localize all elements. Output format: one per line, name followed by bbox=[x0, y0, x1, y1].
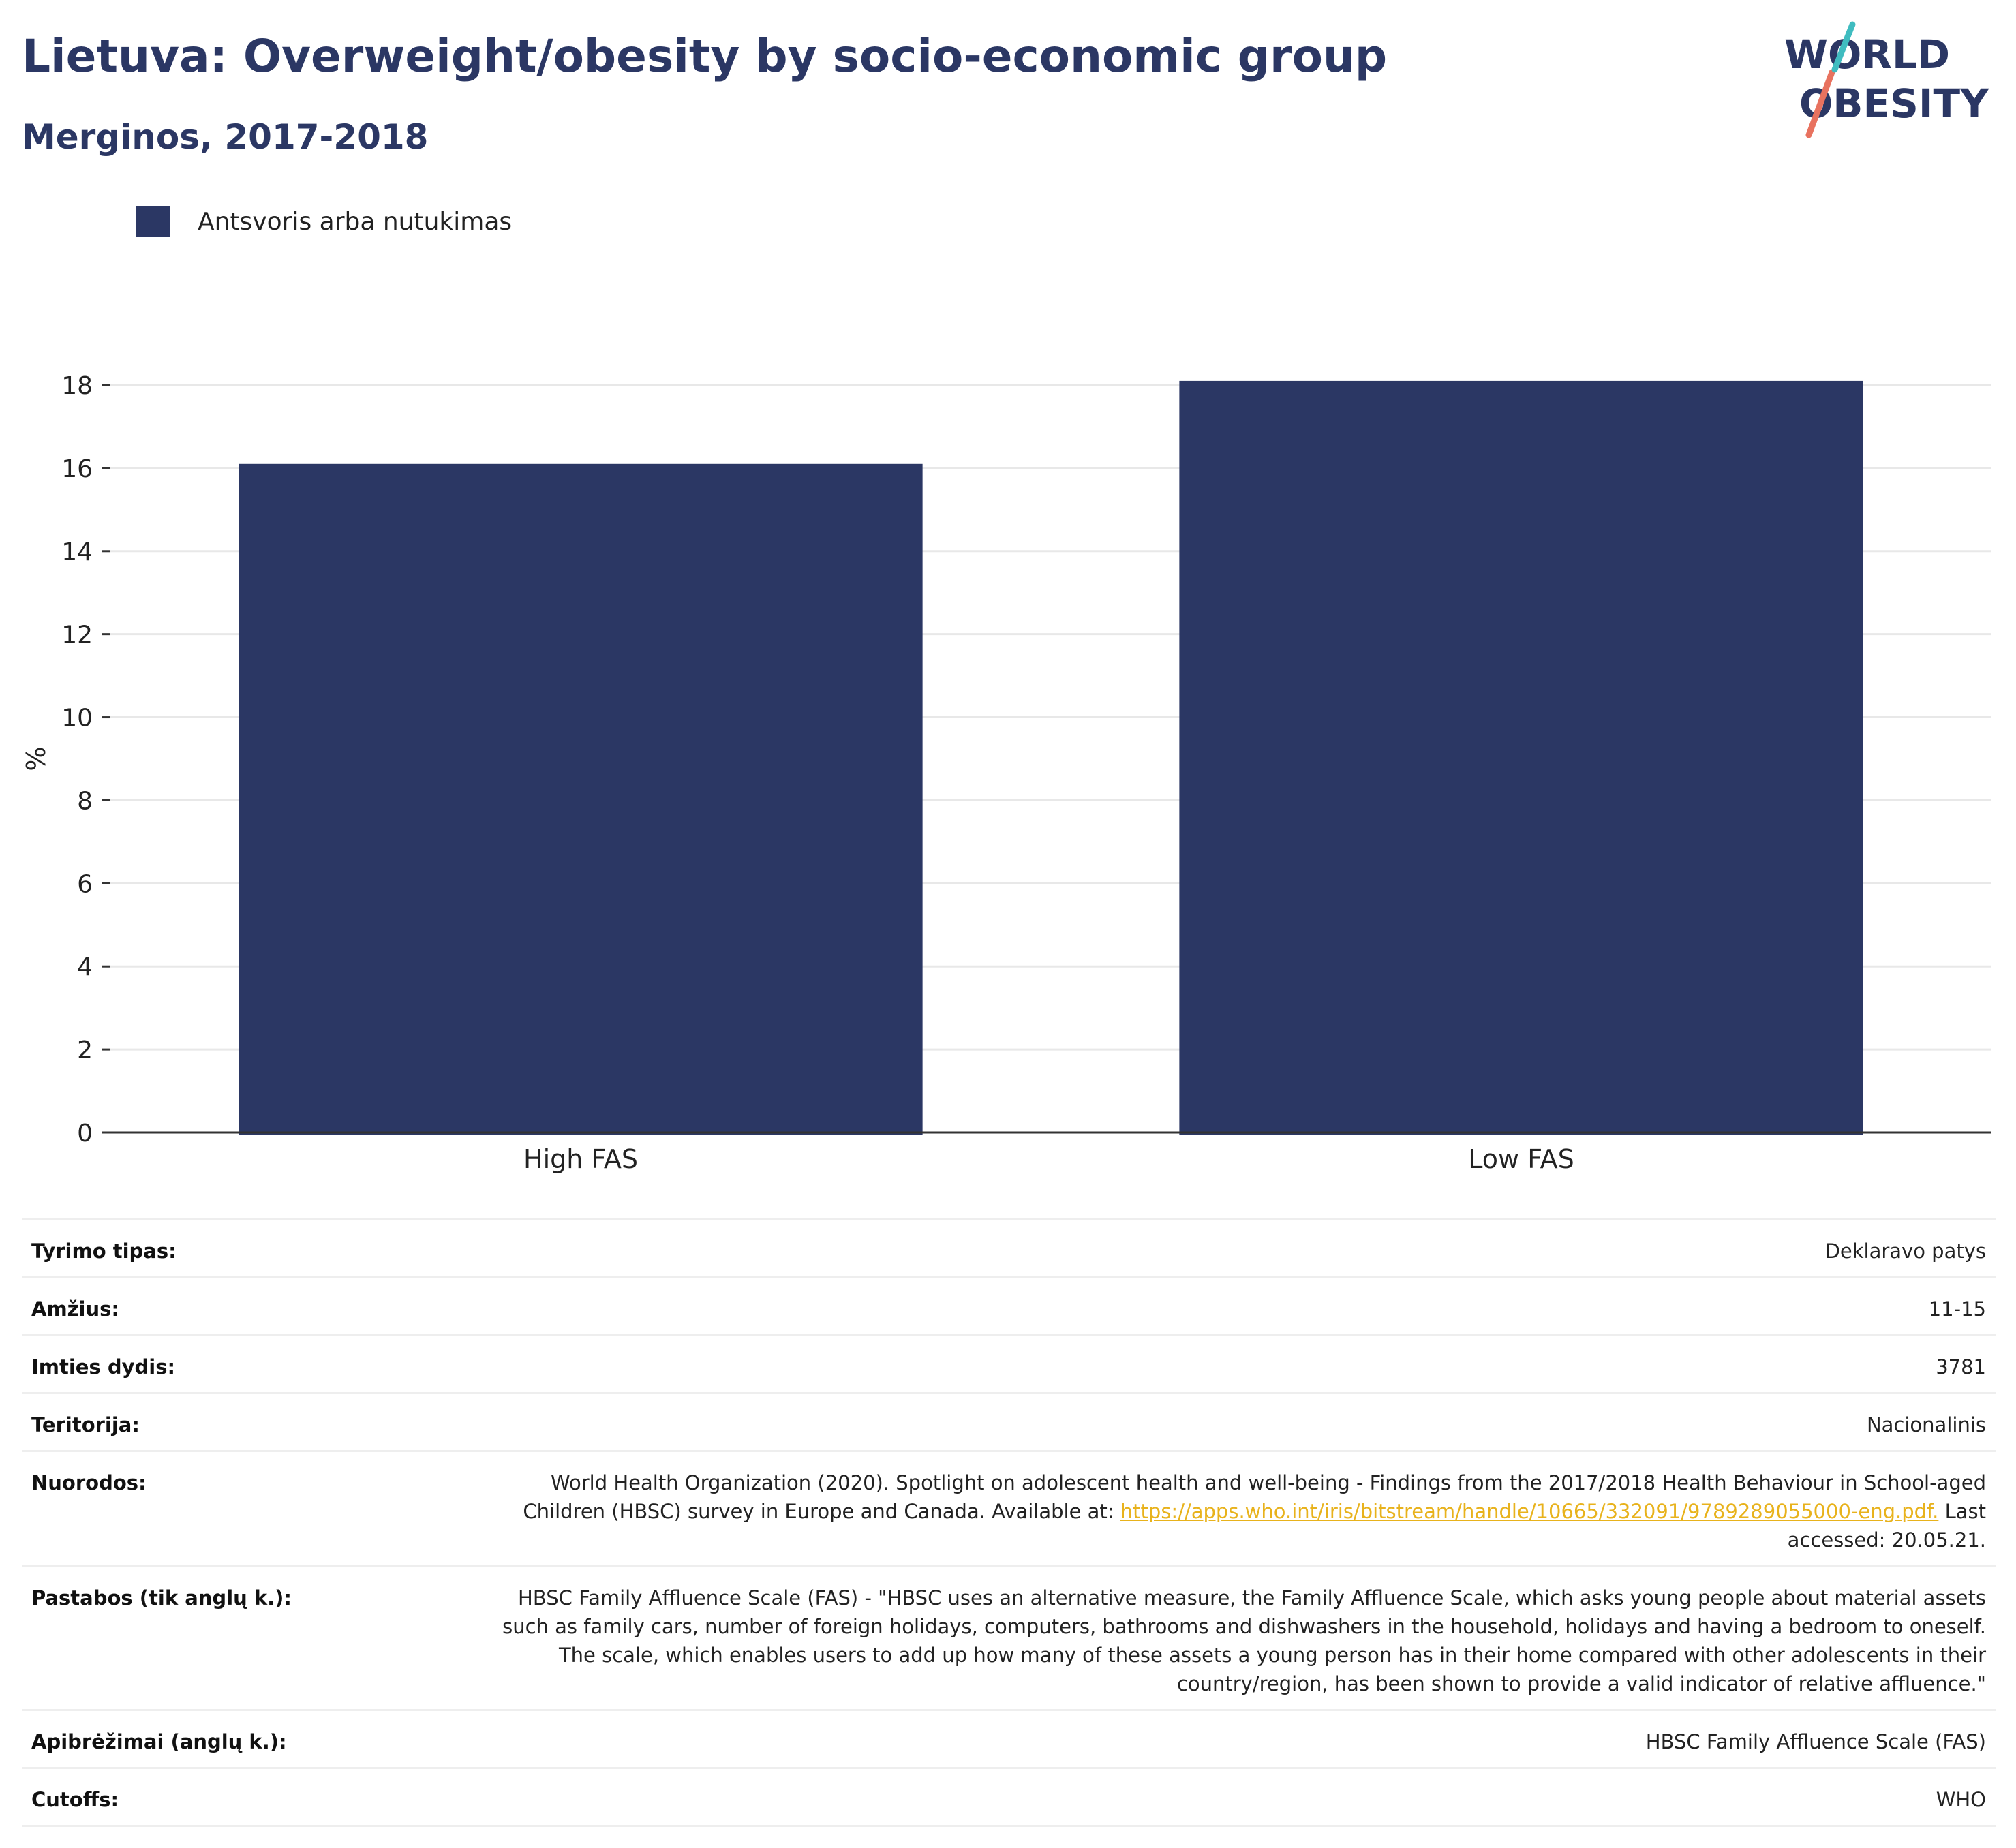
info-row-territory: Teritorija: Nacionalinis bbox=[22, 1394, 1996, 1452]
info-table: Tyrimo tipas: Deklaravo patys Amžius: 11… bbox=[22, 1218, 1996, 1827]
y-tick-label: 2 bbox=[77, 1036, 93, 1064]
reference-link[interactable]: https://apps.who.int/iris/bitstream/hand… bbox=[1120, 1500, 1939, 1523]
legend-swatch bbox=[136, 206, 170, 237]
info-row-notes: Pastabos (tik anglų k.): HBSC Family Aff… bbox=[22, 1567, 1996, 1711]
info-value: Deklaravo patys bbox=[1824, 1239, 1986, 1263]
info-row-survey-type: Tyrimo tipas: Deklaravo patys bbox=[22, 1220, 1996, 1278]
y-tick-label: 4 bbox=[77, 953, 93, 981]
info-value: 11-15 bbox=[1928, 1297, 1986, 1321]
y-tick-label: 0 bbox=[77, 1120, 93, 1148]
info-value: HBSC Family Affluence Scale (FAS) bbox=[1645, 1730, 1986, 1753]
logo-slash-coral bbox=[1805, 69, 1835, 138]
info-label: Tyrimo tipas: bbox=[31, 1239, 177, 1263]
y-tick-label: 12 bbox=[61, 621, 93, 649]
y-tick-labels: 0 2 4 6 8 10 12 14 16 18 bbox=[61, 372, 110, 1148]
info-label: Pastabos (tik anglų k.): bbox=[31, 1586, 292, 1610]
info-label: Apibrėžimai (anglų k.): bbox=[31, 1730, 287, 1753]
info-value: Nacionalinis bbox=[1866, 1413, 1986, 1436]
x-tick-labels: High FAS Low FAS bbox=[523, 1144, 1574, 1174]
info-row-references: Nuorodos: World Health Organization (202… bbox=[22, 1452, 1996, 1567]
x-tick-label: High FAS bbox=[523, 1144, 638, 1174]
logo-slash-teal bbox=[1831, 21, 1856, 73]
page-subtitle: Merginos, 2017-2018 bbox=[22, 117, 429, 157]
y-tick-label: 16 bbox=[61, 455, 93, 483]
y-tick-label: 18 bbox=[61, 372, 93, 400]
info-label: Imties dydis: bbox=[31, 1355, 176, 1379]
info-value: World Health Organization (2020). Spotli… bbox=[487, 1468, 1986, 1554]
bar-chart: 0 2 4 6 8 10 12 14 16 18 % High FAS Low FAS bbox=[21, 372, 1991, 1174]
bar-low-fas bbox=[1179, 380, 1863, 1136]
bars bbox=[239, 380, 1863, 1136]
logo-word-obesity: OBESITY bbox=[1799, 80, 1989, 127]
page-title: Lietuva: Overweight/obesity by socio-eco… bbox=[22, 30, 1388, 82]
info-row-sample-size: Imties dydis: 3781 bbox=[22, 1336, 1996, 1394]
info-value: WHO bbox=[1936, 1788, 1986, 1811]
info-label: Cutoffs: bbox=[31, 1788, 119, 1811]
chart-legend: Antsvoris arba nutukimas bbox=[136, 204, 512, 238]
info-label: Amžius: bbox=[31, 1297, 119, 1321]
info-label: Nuorodos: bbox=[31, 1471, 147, 1494]
info-row-cutoffs: Cutoffs: WHO bbox=[22, 1769, 1996, 1827]
reference-text: World Health Organization (2020). Spotli… bbox=[523, 1471, 1986, 1523]
y-tick-label: 8 bbox=[77, 787, 93, 815]
y-tick-label: 14 bbox=[61, 538, 93, 566]
info-label: Teritorija: bbox=[31, 1413, 140, 1436]
y-tick-label: 10 bbox=[61, 705, 93, 733]
info-row-age: Amžius: 11-15 bbox=[22, 1278, 1996, 1336]
world-obesity-logo: WORLD OBESITY bbox=[1784, 21, 1989, 138]
x-tick-label: Low FAS bbox=[1468, 1144, 1574, 1174]
info-value: HBSC Family Affluence Scale (FAS) - "HBS… bbox=[502, 1586, 1986, 1695]
legend-label: Antsvoris arba nutukimas bbox=[198, 207, 513, 236]
y-axis-label: % bbox=[21, 746, 51, 771]
reference-suffix: Last accessed: 20.05.21. bbox=[1787, 1500, 1986, 1552]
logo-word-world: WORLD bbox=[1784, 31, 1950, 78]
info-value: 3781 bbox=[1936, 1355, 1986, 1379]
y-tick-label: 6 bbox=[77, 870, 93, 898]
bar-high-fas bbox=[239, 463, 923, 1135]
info-row-definitions: Apibrėžimai (anglų k.): HBSC Family Affl… bbox=[22, 1711, 1996, 1769]
